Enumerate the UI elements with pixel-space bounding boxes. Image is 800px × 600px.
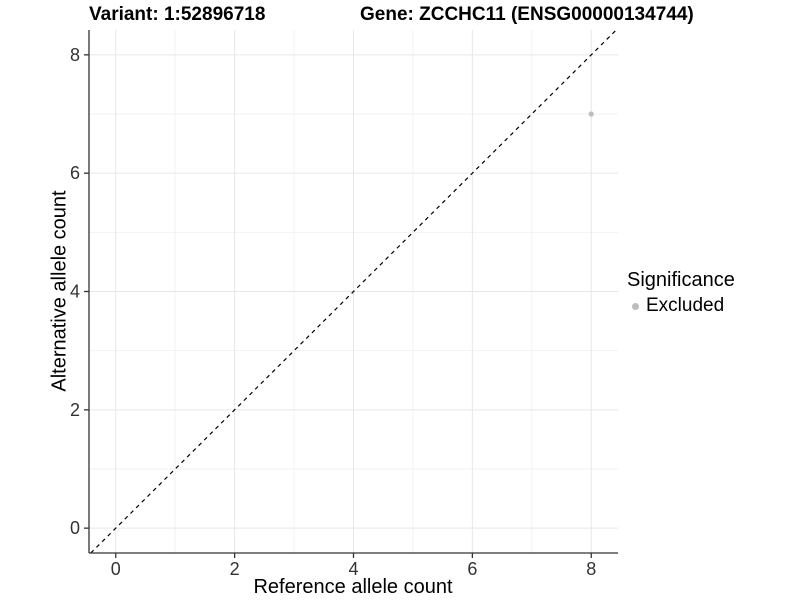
tick-label-x: 6 xyxy=(467,559,477,579)
y-axis-title: Alternative allele count xyxy=(48,190,71,392)
tick-label-x: 2 xyxy=(230,559,240,579)
gene-title: Gene: ZCCHC11 (ENSG00000134744) xyxy=(360,4,694,25)
tick-label-y: 6 xyxy=(70,163,80,183)
legend-item-label: Excluded xyxy=(646,295,725,316)
legend-title: Significance xyxy=(627,269,735,291)
legend-point-icon xyxy=(632,302,639,310)
legend-item: Excluded xyxy=(627,295,735,317)
variant-title: Variant: 1:52896718 xyxy=(89,4,266,25)
data-point xyxy=(588,111,594,117)
identity-line xyxy=(90,29,617,554)
legend: Significance Excluded xyxy=(627,269,735,317)
tick-label-x: 8 xyxy=(586,559,596,579)
tick-label-y: 2 xyxy=(70,400,80,420)
tick-label-y: 4 xyxy=(70,282,80,302)
tick-label-x: 0 xyxy=(111,559,121,579)
tick-label-y: 8 xyxy=(70,45,80,65)
tick-label-x: 4 xyxy=(348,559,358,579)
x-axis-title: Reference allele count xyxy=(253,576,453,598)
tick-label-y: 0 xyxy=(70,518,80,538)
